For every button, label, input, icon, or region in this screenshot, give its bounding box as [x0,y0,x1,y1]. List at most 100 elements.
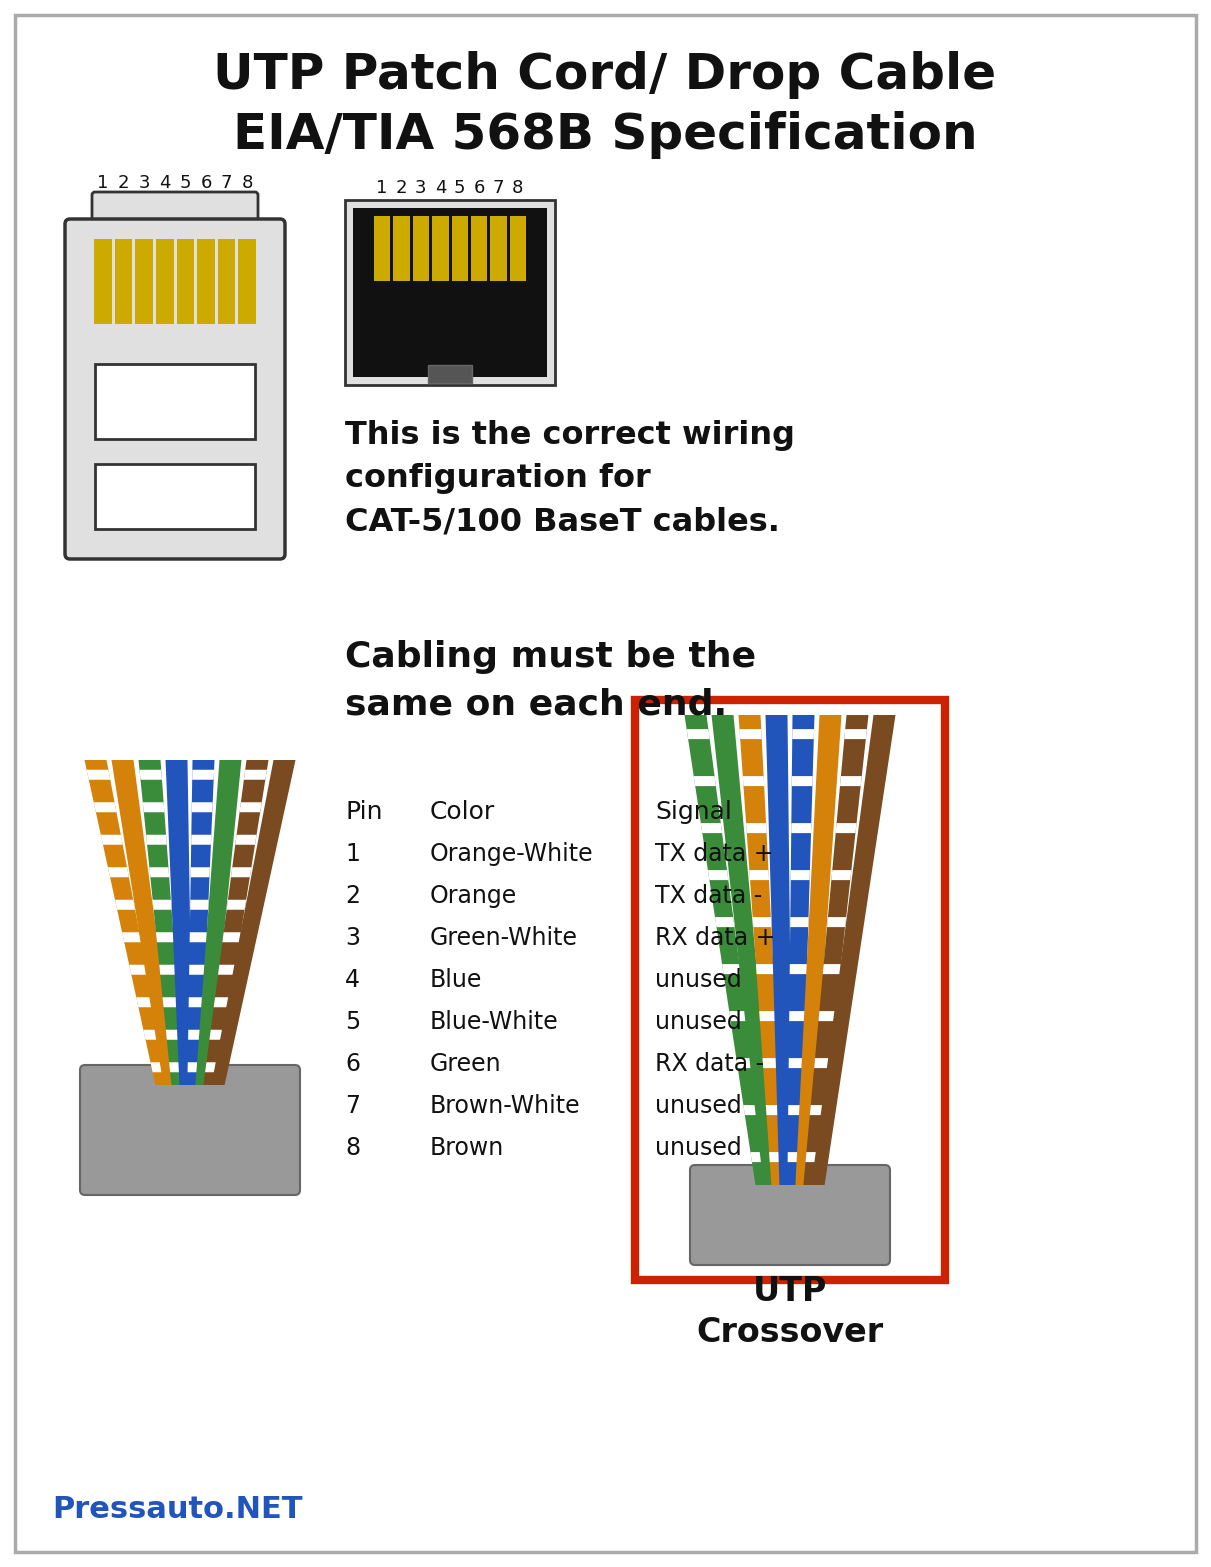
Polygon shape [108,867,128,878]
Text: Cabling must be the
same on each end.: Cabling must be the same on each end. [345,639,756,721]
Polygon shape [819,1011,836,1022]
Text: unused: unused [655,1011,742,1034]
Text: 1: 1 [345,841,360,867]
Bar [156,240,173,324]
Polygon shape [210,1030,225,1040]
Bar [432,216,448,280]
Polygon shape [791,870,810,881]
Polygon shape [791,823,811,834]
Polygon shape [147,835,167,845]
Text: RX data +: RX data + [655,926,775,950]
Polygon shape [805,1152,820,1163]
Polygon shape [243,769,266,780]
Polygon shape [840,776,862,787]
Text: 2: 2 [345,884,360,907]
Text: unused: unused [655,1136,742,1160]
Text: 1: 1 [377,179,388,197]
Text: 8: 8 [241,174,253,193]
Bar [136,240,153,324]
Bar [352,208,547,378]
Polygon shape [218,965,236,975]
Bar [452,216,467,280]
Bar [239,240,256,324]
Text: UTP Patch Cord/ Drop Cable: UTP Patch Cord/ Drop Cable [213,52,997,99]
Polygon shape [788,1105,803,1116]
Polygon shape [708,870,728,881]
Polygon shape [701,823,722,834]
Polygon shape [190,899,208,910]
Polygon shape [739,715,785,1185]
Bar [471,216,487,280]
Text: 2: 2 [117,174,130,193]
Polygon shape [115,899,136,910]
Text: TX data +: TX data + [655,841,774,867]
Text: 5: 5 [454,179,465,197]
Text: Color: Color [430,801,495,824]
Polygon shape [810,1105,826,1116]
Text: 4: 4 [159,174,171,193]
Polygon shape [790,1011,805,1022]
Polygon shape [836,823,856,834]
Text: Signal: Signal [655,801,731,824]
Text: 4: 4 [345,968,360,992]
Polygon shape [729,1011,747,1022]
Text: 3: 3 [415,179,426,197]
FancyBboxPatch shape [80,1066,300,1196]
Polygon shape [722,964,741,975]
Polygon shape [191,835,211,845]
Polygon shape [765,1105,781,1116]
Polygon shape [93,802,116,812]
Bar [374,216,390,280]
Polygon shape [190,932,207,942]
Text: Orange: Orange [430,884,517,907]
Polygon shape [156,932,174,942]
Polygon shape [122,932,142,942]
Polygon shape [153,899,172,910]
Bar [394,216,409,280]
FancyBboxPatch shape [690,1164,890,1265]
Polygon shape [190,867,210,878]
Polygon shape [188,760,214,1084]
Polygon shape [150,1062,166,1072]
Polygon shape [193,769,214,780]
Text: Pressauto.NET: Pressauto.NET [52,1495,303,1525]
Text: 3: 3 [138,174,150,193]
Polygon shape [822,964,840,975]
Polygon shape [827,917,846,928]
Polygon shape [792,729,814,740]
Text: 7: 7 [345,1094,360,1117]
Polygon shape [756,964,774,975]
Polygon shape [753,917,771,928]
Text: Brown-White: Brown-White [430,1094,580,1117]
Polygon shape [769,1152,784,1163]
Polygon shape [189,965,206,975]
Text: Brown: Brown [430,1136,504,1160]
Polygon shape [714,917,735,928]
Polygon shape [195,760,241,1084]
Bar [197,240,214,324]
Bar [345,201,555,385]
Bar [635,700,945,1280]
Polygon shape [751,1152,765,1163]
Polygon shape [111,760,177,1084]
Polygon shape [130,965,148,975]
Polygon shape [787,1152,802,1163]
Text: 7: 7 [220,174,233,193]
Bar [94,240,111,324]
Polygon shape [191,802,213,812]
Polygon shape [803,715,868,1185]
Polygon shape [137,997,154,1008]
Text: Blue-White: Blue-White [430,1011,558,1034]
Polygon shape [765,715,793,1185]
Polygon shape [138,760,184,1084]
Polygon shape [139,769,162,780]
Polygon shape [684,715,769,1185]
Text: Orange-White: Orange-White [430,841,593,867]
Text: EIA/TIA 568B Specification: EIA/TIA 568B Specification [233,111,977,158]
Polygon shape [694,776,716,787]
Text: TX data -: TX data - [655,884,762,907]
Polygon shape [763,1058,779,1069]
Bar [510,216,526,280]
Bar [177,240,194,324]
Polygon shape [796,715,842,1185]
